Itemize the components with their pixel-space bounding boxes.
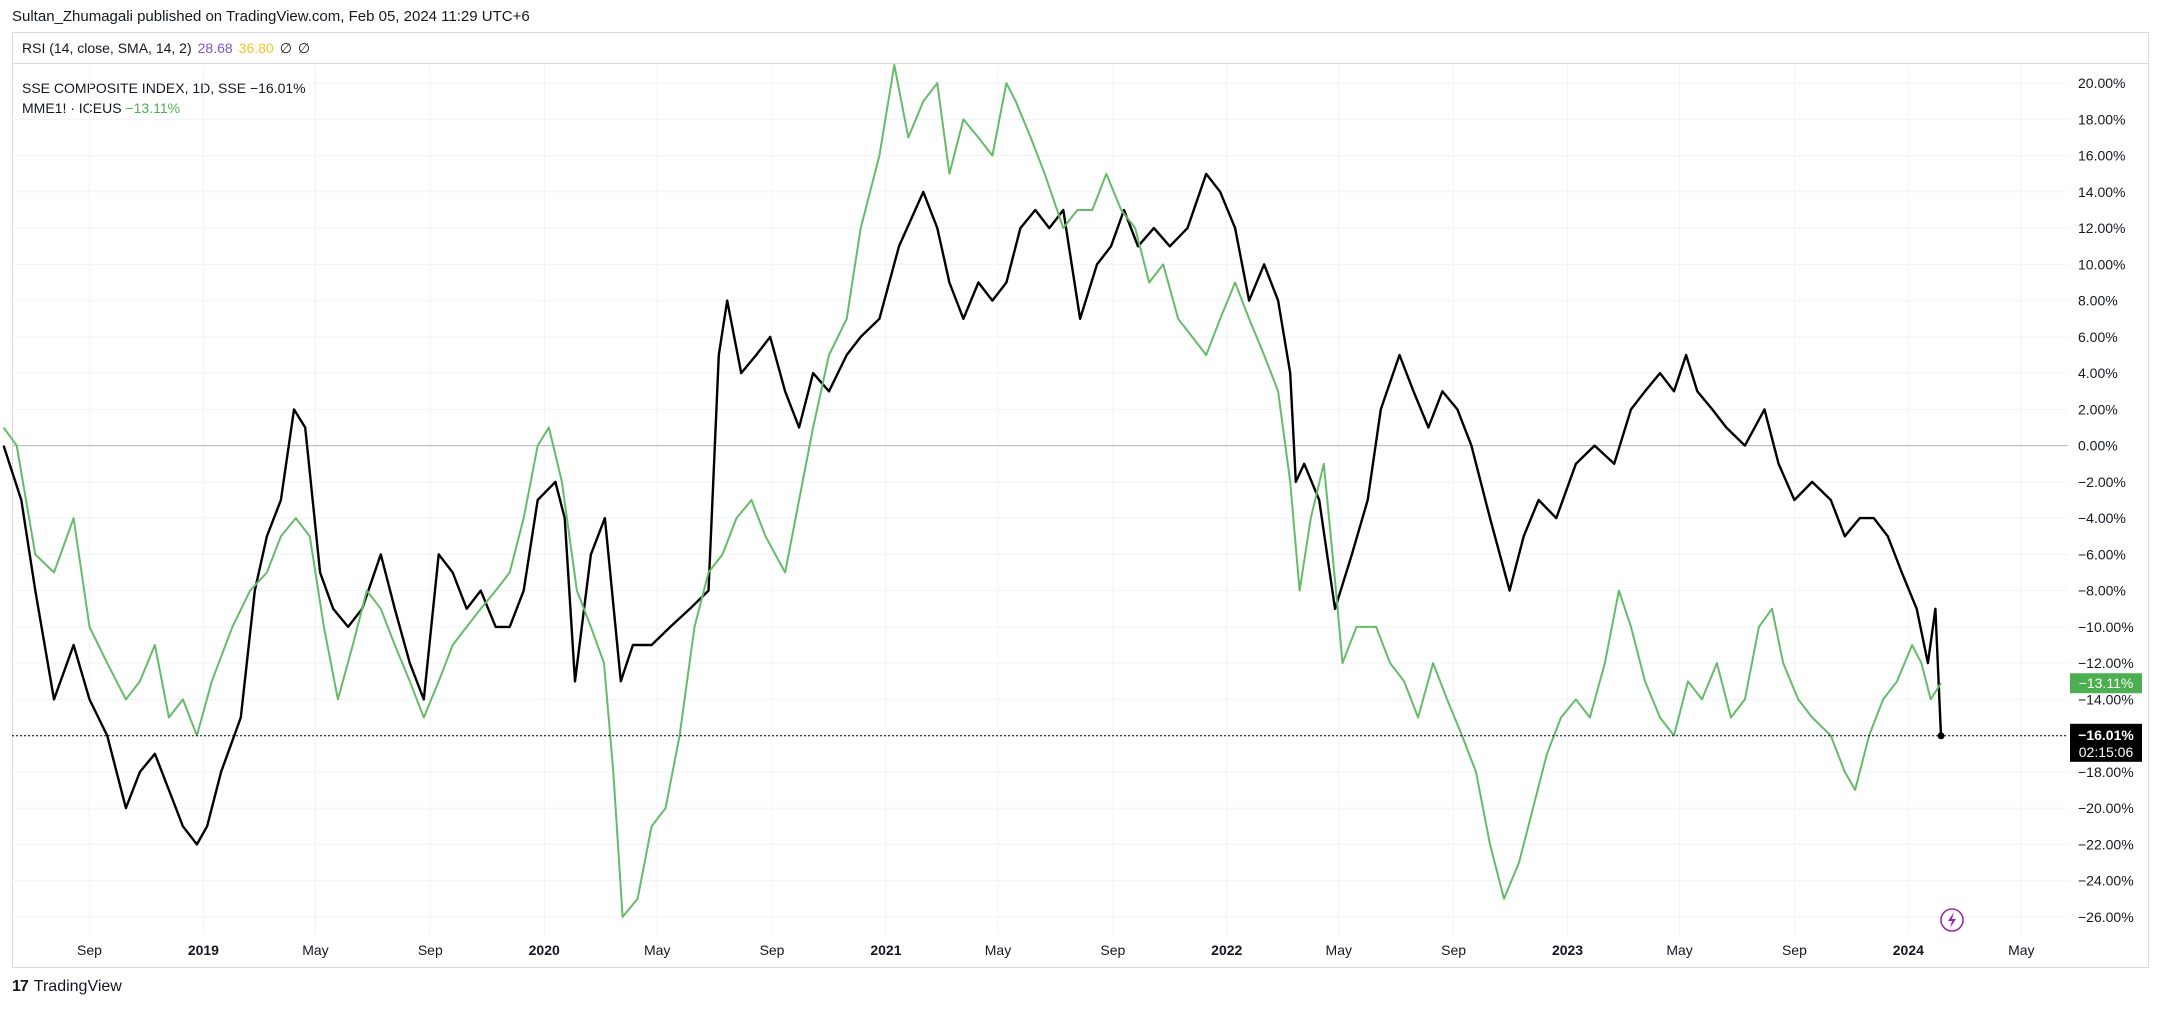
x-tick-label: 2019 [188,942,219,958]
x-tick-label: Sep [1100,942,1125,958]
y-tick-label: −22.00% [2078,836,2134,852]
y-tick-label: −8.00% [2078,583,2126,599]
y-tick-label: 18.00% [2078,111,2125,127]
countdown-label: 02:15:06 [2079,744,2134,760]
y-tick-label: 14.00% [2078,184,2125,200]
lightning-event-icon[interactable] [1940,908,1964,932]
legend-mme[interactable]: MME1! · ICEUS −13.11% [22,100,180,116]
sse-series-line[interactable] [2,172,1943,846]
x-tick-label: May [985,942,1011,958]
x-tick-label: May [302,942,328,958]
legend-sse-label: SSE COMPOSITE INDEX, 1D, SSE [22,80,247,96]
x-tick-label: May [1666,942,1692,958]
y-tick-label: −14.00% [2078,691,2134,707]
legend-sse[interactable]: SSE COMPOSITE INDEX, 1D, SSE −16.01% [22,80,306,96]
y-tick-label: 0.00% [2078,438,2118,454]
y-tick-label: 8.00% [2078,293,2118,309]
y-tick-label: −20.00% [2078,800,2134,816]
y-tick-label: −4.00% [2078,510,2126,526]
y-tick-label: −12.00% [2078,655,2134,671]
y-tick-label: 10.00% [2078,256,2125,272]
x-tick-label: Sep [760,942,785,958]
rsi-value-1: 28.68 [197,40,233,56]
rsi-label: RSI (14, close, SMA, 14, 2) [22,40,192,56]
x-tick-label: Sep [1782,942,1807,958]
y-tick-label: 2.00% [2078,401,2118,417]
x-tick-label: 2020 [529,942,560,958]
x-tick-label: Sep [1441,942,1466,958]
mme-price-label: −13.11% [2079,675,2134,691]
x-tick-label: 2022 [1211,942,1242,958]
mme-price-label-bg [2070,673,2142,694]
y-tick-label: 16.00% [2078,148,2125,164]
y-tick-label: −24.00% [2078,873,2134,889]
footer-brand: TradingView [33,978,122,995]
x-tick-label: 2024 [1893,942,1924,958]
x-tick-label: 2021 [870,942,901,958]
publish-line: Sultan_Zhumagali published on TradingVie… [12,8,530,25]
x-tick-label: Sep [418,942,443,958]
y-tick-label: −10.00% [2078,619,2134,635]
rsi-value-2: 36.80 [238,40,274,56]
y-tick-label: 4.00% [2078,365,2118,381]
legend-mme-label: MME1! · ICEUS [22,100,122,116]
sse-price-label-bg [2070,723,2142,762]
chart-frame [12,32,2149,968]
y-tick-label: −26.00% [2078,909,2134,925]
tradingview-logo-icon: 17 [12,978,29,995]
last-point-marker [1937,732,1945,740]
x-tick-label: May [644,942,670,958]
y-tick-label: −18.00% [2078,764,2134,780]
y-tick-label: −2.00% [2078,474,2126,490]
sse-price-label: −16.01% [2078,727,2134,743]
lightning-bolt-icon [1948,912,1956,928]
y-tick-label: 12.00% [2078,220,2125,236]
tradingview-footer[interactable]: 17 TradingView [12,978,122,996]
rsi-indicator-bar[interactable]: RSI (14, close, SMA, 14, 2) 28.68 36.80 ∅ ∅ [12,32,2149,64]
legend-mme-value: −13.11% [125,100,181,116]
x-tick-label: May [2008,942,2034,958]
x-tick-label: Sep [77,942,102,958]
y-tick-label: 20.00% [2078,75,2125,91]
rsi-value-4: ∅ [297,40,311,56]
x-tick-label: May [1326,942,1352,958]
mme-series-line[interactable] [2,64,1942,918]
y-tick-label: 6.00% [2078,329,2118,345]
x-tick-label: 2023 [1552,942,1583,958]
legend-sse-value: −16.01% [249,80,306,96]
rsi-value-3: ∅ [279,40,292,56]
y-tick-label: −6.00% [2078,546,2126,562]
